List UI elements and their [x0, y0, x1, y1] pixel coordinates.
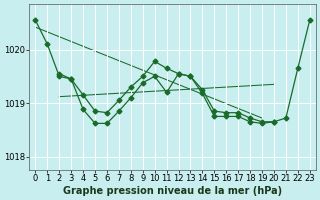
X-axis label: Graphe pression niveau de la mer (hPa): Graphe pression niveau de la mer (hPa) — [63, 186, 282, 196]
